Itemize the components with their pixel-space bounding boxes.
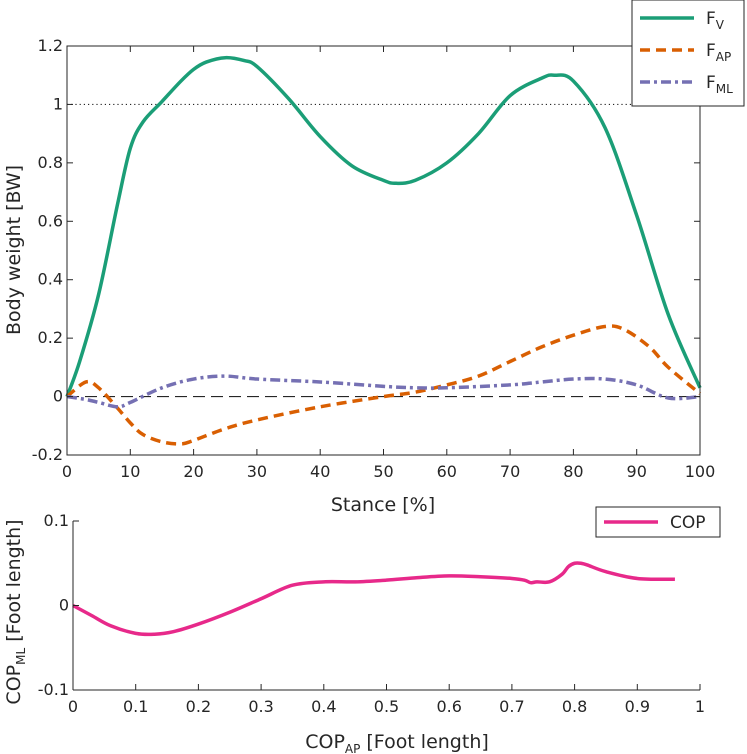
force-series-line-ap	[65, 324, 702, 446]
cop-x-tick-label: 0.8	[562, 697, 587, 716]
force-x-tick-label: 0	[62, 462, 72, 481]
force-legend-name: F	[706, 9, 716, 29]
cop-x-tick-label: 0.9	[625, 697, 650, 716]
cop-legend-entry: COP	[670, 513, 706, 533]
cop-legend-name: COP	[670, 513, 706, 533]
cop-legend: COP	[595, 506, 721, 538]
cop-y-tick-label: 0.1	[44, 511, 69, 530]
force-x-tick-label: 90	[627, 462, 647, 481]
cop-series	[72, 561, 675, 637]
force-legend-entry: FAP	[706, 41, 731, 64]
force-x-tick-label: 20	[183, 462, 203, 481]
force-y-tick-label: 0.8	[38, 153, 63, 172]
cop-x-tick-label: 0.4	[311, 697, 336, 716]
cop-x-label: COPAP [Foot length]	[305, 731, 489, 754]
force-series	[65, 55, 702, 446]
force-y-tick-label: -0.2	[32, 445, 63, 464]
force-x-tick-label: 30	[247, 462, 267, 481]
force-x-ticks: 0 10 20 30 40 50 60 70 80 90 100	[62, 46, 715, 481]
force-chart: 0 10 20 30 40 50 60 70 80 90 100 -0.200.20.40.60.8…	[3, 0, 745, 516]
cop-x-tick-label: 0.3	[248, 697, 273, 716]
cop-x-tick-label: 1	[695, 697, 705, 716]
cop-x-label-main: COP	[305, 731, 345, 753]
force-y-tick-label: 1	[53, 94, 63, 113]
cop-chart: 0 0.1 0.2 0.3 0.4 0.5 0.6 0.7 0.8 0.9 1 -0.100.1 C…	[3, 506, 721, 754]
force-plot-box	[66, 45, 701, 456]
force-x-tick-label: 10	[120, 462, 140, 481]
force-x-tick-label: 60	[437, 462, 457, 481]
cop-x-label-sub: AP	[345, 742, 360, 754]
force-x-tick-label: 80	[563, 462, 583, 481]
force-x-tick-label: 50	[373, 462, 393, 481]
cop-x-label-suffix: [Foot length]	[360, 731, 488, 753]
cop-x-tick-label: 0.2	[186, 697, 211, 716]
force-legend-entry: FML	[706, 73, 733, 96]
reference-lines	[67, 103, 700, 398]
cop-x-tick-label: 0.7	[499, 697, 524, 716]
force-y-ticks: -0.2 0 0.2 0.4 0.6 0.8 1 1.2	[32, 36, 700, 464]
force-legend-name: F	[706, 41, 716, 61]
force-x-tick-label: 70	[500, 462, 520, 481]
force-x-label: Stance [%]	[331, 494, 435, 516]
force-x-tick-label: 40	[310, 462, 330, 481]
force-series-line-ml	[66, 374, 701, 409]
force-legend-name: F	[706, 73, 716, 93]
force-y-tick-label: 0	[53, 387, 63, 406]
cop-x-tick-label: 0	[68, 697, 78, 716]
cop-series-line-cop	[72, 561, 675, 637]
force-y-tick-label: 1.2	[38, 36, 63, 55]
force-series-line-v	[65, 55, 702, 398]
cop-y-label-suffix: [Foot length]	[3, 519, 25, 647]
cop-y-label-sub: ML	[14, 648, 28, 665]
force-legend-sub: V	[716, 18, 725, 32]
cop-y-ticks: -0.1 0 0.1	[38, 511, 79, 699]
force-y-tick-label: 0.2	[38, 328, 63, 347]
cop-x-tick-label: 0.1	[123, 697, 148, 716]
force-y-tick-label: 0.4	[38, 270, 63, 289]
cop-x-tick-label: 0.6	[436, 697, 461, 716]
cop-y-tick-label: -0.1	[38, 680, 69, 699]
cop-y-tick-label: 0	[59, 596, 69, 615]
cop-y-label-main: COP	[3, 665, 25, 705]
force-y-tick-label: 0.6	[38, 211, 63, 230]
force-legend-entry: FV	[706, 9, 725, 32]
force-x-tick-label: 100	[685, 462, 716, 481]
cop-x-ticks: 0 0.1 0.2 0.3 0.4 0.5 0.6 0.7 0.8 0.9 1	[68, 684, 705, 716]
force-y-label: Body weight [BW]	[3, 165, 25, 335]
cop-x-tick-label: 0.5	[374, 697, 399, 716]
force-legend-sub: AP	[716, 50, 731, 64]
cop-y-label: COPML [Foot length]	[3, 519, 28, 704]
force-legend-sub: ML	[716, 82, 733, 96]
